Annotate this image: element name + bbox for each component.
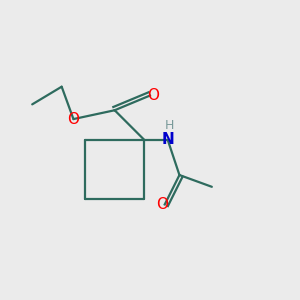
Text: N: N xyxy=(161,132,174,147)
Text: O: O xyxy=(147,88,159,103)
Text: H: H xyxy=(164,119,174,132)
Text: O: O xyxy=(156,197,168,212)
Text: O: O xyxy=(68,112,80,127)
